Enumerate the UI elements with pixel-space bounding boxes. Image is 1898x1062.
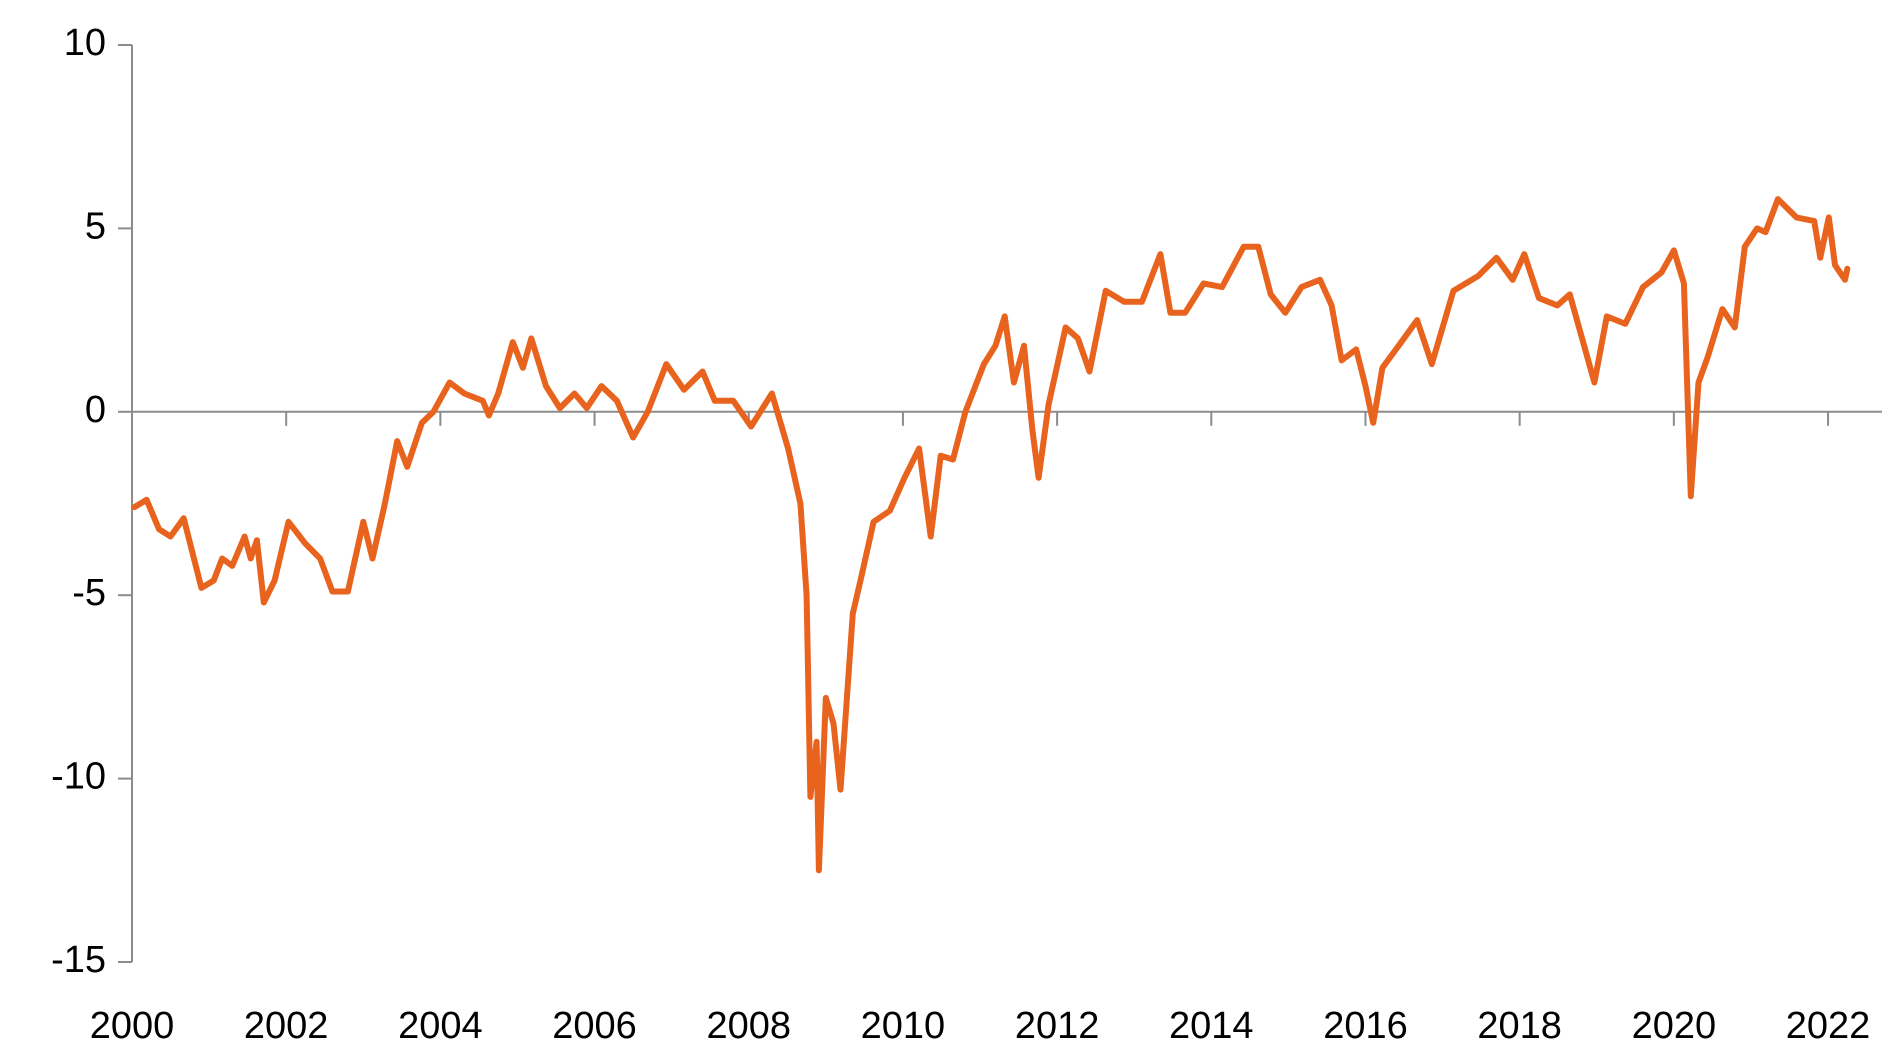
x-tick-label: 2010 (861, 1005, 946, 1047)
x-tick-label: 2008 (706, 1005, 791, 1047)
x-tick-label: 2014 (1169, 1005, 1254, 1047)
y-tick-label: 0 (85, 389, 106, 431)
y-tick-label: 10 (64, 22, 106, 64)
x-tick-label: 2000 (90, 1005, 175, 1047)
x-tick-label: 2006 (552, 1005, 637, 1047)
y-tick-label: -15 (51, 939, 106, 981)
y-tick-label: 5 (85, 205, 106, 247)
x-tick-label: 2002 (244, 1005, 329, 1047)
x-tick-label: 2020 (1632, 1005, 1717, 1047)
y-tick-label: -10 (51, 756, 106, 798)
y-tick-label: -5 (72, 572, 106, 614)
series-line (131, 196, 1851, 874)
x-tick-label: 2022 (1786, 1005, 1871, 1047)
x-tick-label: 2012 (1015, 1005, 1100, 1047)
x-tick-label: 2004 (398, 1005, 483, 1047)
x-tick-label: 2016 (1323, 1005, 1408, 1047)
x-tick-label: 2018 (1477, 1005, 1562, 1047)
